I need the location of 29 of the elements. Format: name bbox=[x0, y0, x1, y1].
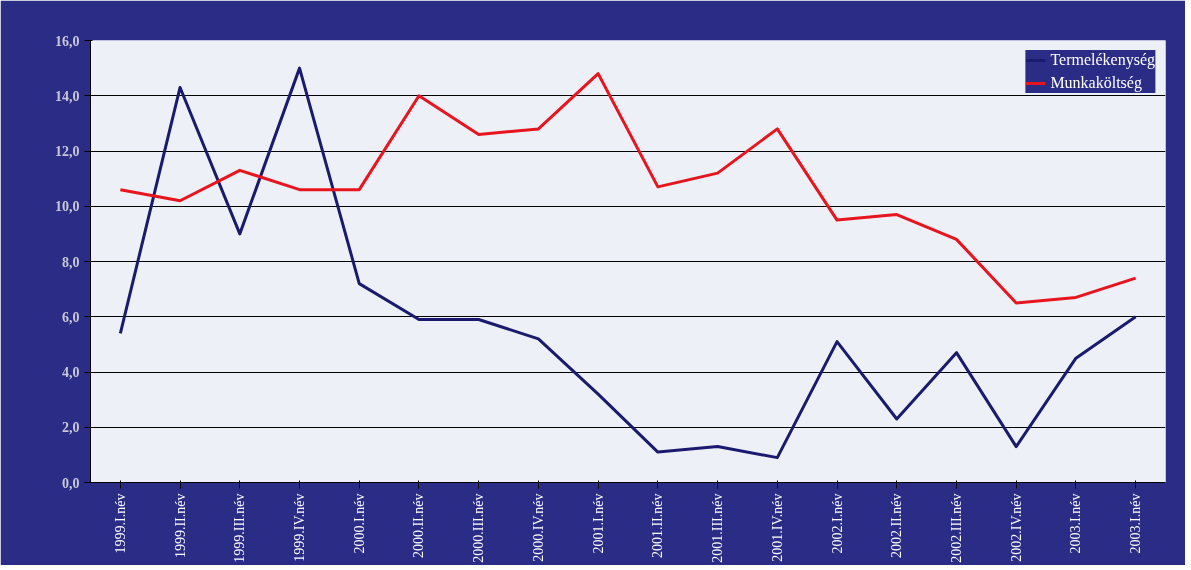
y-tick-label: 16,0 bbox=[55, 33, 80, 49]
y-tick-label: 8,0 bbox=[62, 254, 80, 270]
y-tick-label: 6,0 bbox=[62, 309, 80, 325]
x-tick-label: 1999.I.név bbox=[112, 493, 128, 554]
x-tick-label: 2001.III.név bbox=[710, 493, 726, 563]
x-tick-label: 2001.I.név bbox=[590, 493, 606, 554]
y-tick-label: 4,0 bbox=[62, 365, 80, 380]
x-tick-label: 2000.I.név bbox=[351, 493, 367, 554]
x-tick-label: 2000.II.név bbox=[411, 493, 427, 559]
y-tick-label: 14,0 bbox=[55, 88, 80, 104]
x-tick-label: 2000.III.név bbox=[471, 493, 487, 563]
y-tick-label: 0,0 bbox=[62, 475, 80, 491]
x-tick-label: 2002.IV.név bbox=[1008, 493, 1024, 562]
x-tick-label: 2001.II.név bbox=[650, 493, 666, 559]
x-tick-label: 2001.IV.név bbox=[769, 493, 785, 562]
x-tick-label: 2002.III.név bbox=[948, 493, 964, 563]
x-tick-label: 2002.II.név bbox=[889, 493, 905, 559]
legend-label: Termelékenység bbox=[1050, 51, 1155, 69]
y-tick-label: 10,0 bbox=[55, 199, 80, 215]
x-tick-label: 2002.I.név bbox=[829, 493, 845, 554]
y-tick-label: 2,0 bbox=[62, 420, 80, 436]
x-tick-label: 1999.IV.név bbox=[292, 493, 308, 562]
x-tick-label: 1999.II.név bbox=[172, 493, 188, 559]
y-tick-label: 12,0 bbox=[55, 144, 80, 159]
x-tick-label: 1999.III.név bbox=[232, 493, 248, 563]
x-tick-label: 2003.I.név bbox=[1128, 493, 1144, 554]
x-tick-label: 2000.IV.név bbox=[530, 493, 546, 562]
legend-label: Munkaköltség bbox=[1050, 74, 1142, 92]
x-tick-label: 2003.I.név bbox=[1068, 493, 1084, 554]
